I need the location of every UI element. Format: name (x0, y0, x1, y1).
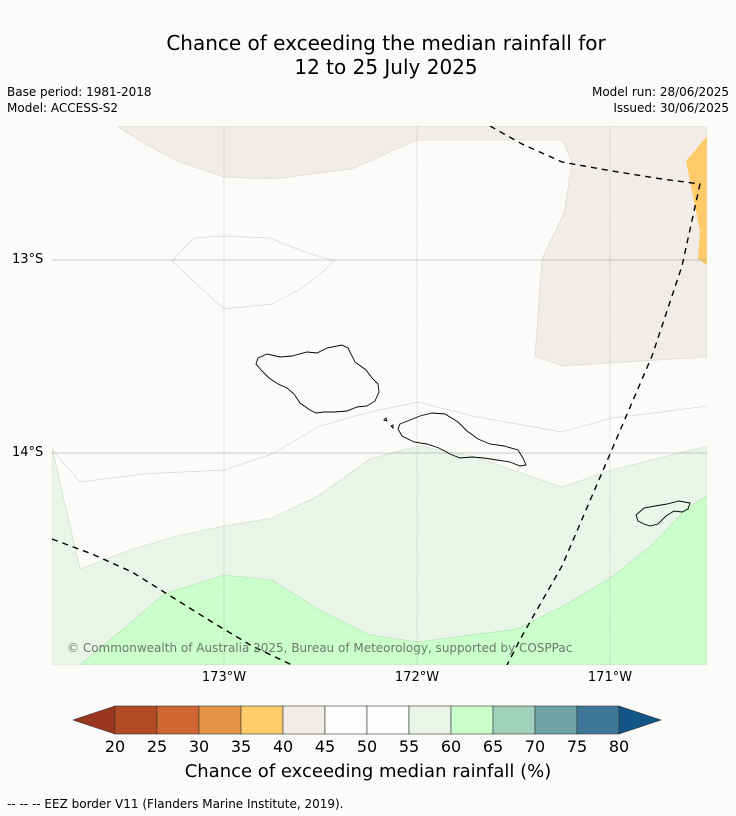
colorbar-tick-55: 55 (398, 737, 420, 756)
island-savaii (255, 344, 380, 414)
lat-label-14s: 14°S (12, 445, 44, 460)
colorbar-tick-50: 50 (356, 737, 378, 756)
base-period: Base period: 1981-2018 (7, 85, 152, 99)
colorbar-segment-60 (450, 705, 494, 735)
lat-label-13s: 13°S (12, 252, 44, 267)
colorbar-tick-30: 30 (188, 737, 210, 756)
colorbar-segment-50 (366, 705, 410, 735)
lon-label-171w: 171°W (587, 670, 633, 685)
colorbar-tick-75: 75 (566, 737, 588, 756)
colorbar-tick-40: 40 (272, 737, 294, 756)
colorbar-tick-35: 35 (230, 737, 252, 756)
island-upolu (397, 412, 527, 467)
colorbar-segment-45 (324, 705, 368, 735)
colorbar-tick-65: 65 (482, 737, 504, 756)
colorbar (72, 704, 663, 736)
colorbar-under-triangle (72, 705, 116, 735)
eez-legend-note: -- -- -- EEZ border V11 (Flanders Marine… (7, 797, 344, 811)
title-line-1: Chance of exceeding the median rainfall … (166, 31, 606, 55)
lon-label-173w: 173°W (201, 670, 247, 685)
colorbar-tick-45: 45 (314, 737, 336, 756)
colorbar-segment-20 (114, 705, 158, 735)
colorbar-segment-40 (282, 705, 326, 735)
contour-north-loop (171, 235, 335, 310)
copyright-notice: © Commonwealth of Australia 2025, Bureau… (67, 641, 573, 655)
region-35-40-east (686, 136, 707, 265)
eez-border-southwest (52, 538, 293, 665)
graticule (52, 126, 707, 665)
colorbar-tick-20: 20 (104, 737, 126, 756)
colorbar-svg (72, 705, 662, 735)
islets (383, 417, 394, 430)
eez-border-east (489, 126, 701, 665)
colorbar-segment-65 (492, 705, 536, 735)
colorbar-segment-25 (156, 705, 200, 735)
model-run: Model run: 28/06/2025 (591, 85, 729, 99)
model-name: Model: ACCESS-S2 (7, 101, 119, 115)
meta-left: Base period: 1981-2018 Model: ACCESS-S2 (7, 84, 152, 116)
map-panel (52, 126, 707, 665)
colorbar-tick-25: 25 (146, 737, 168, 756)
map-svg (52, 126, 707, 665)
colorbar-segment-55 (408, 705, 452, 735)
colorbar-tick-60: 60 (440, 737, 462, 756)
region-60-65-south (79, 495, 707, 665)
contour-middle (52, 401, 707, 483)
map-title: Chance of exceeding the median rainfall … (0, 31, 736, 79)
colorbar-segment-35 (240, 705, 284, 735)
colorbar-label: Chance of exceeding median rainfall (%) (184, 761, 552, 782)
colorbar-tick-80: 80 (608, 737, 630, 756)
colorbar-segment-30 (198, 705, 242, 735)
lon-label-172w: 172°W (394, 670, 440, 685)
region-40-45-north (116, 126, 707, 367)
meta-right: Model run: 28/06/2025 Issued: 30/06/2025 (592, 84, 729, 116)
colorbar-segment-75 (576, 705, 620, 735)
issued-date: Issued: 30/06/2025 (613, 101, 729, 115)
colorbar-tick-70: 70 (524, 737, 546, 756)
colorbar-segment-70 (534, 705, 578, 735)
island-tutuila (635, 500, 691, 527)
colorbar-over-triangle (618, 705, 662, 735)
title-line-2: 12 to 25 July 2025 (294, 55, 478, 79)
